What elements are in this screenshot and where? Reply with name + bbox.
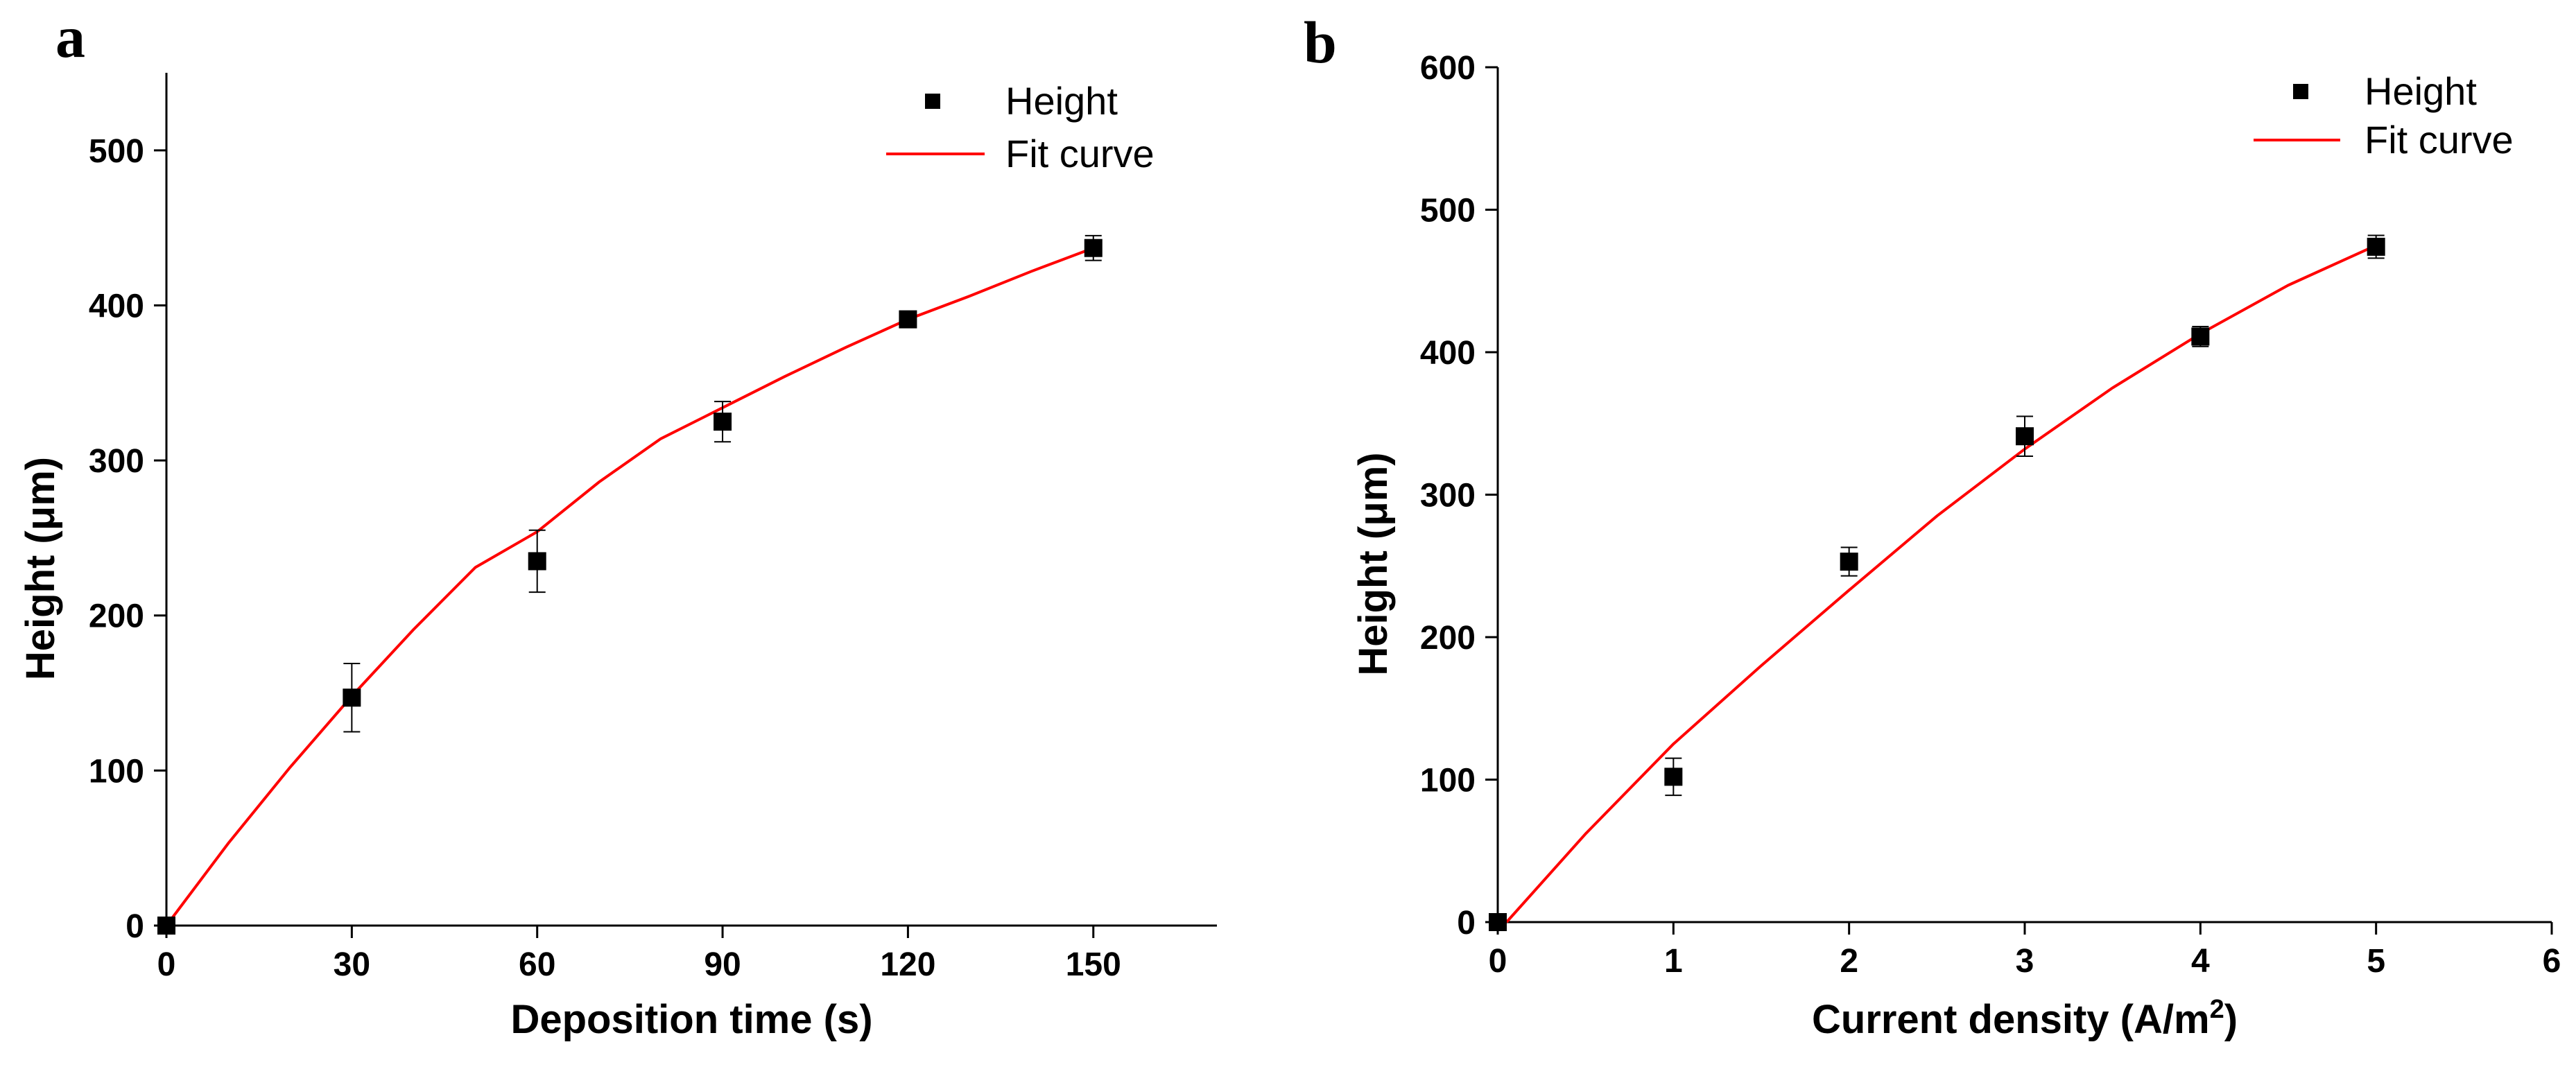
panel-b-data-point (2367, 237, 2385, 256)
panel-a-legend-marker (925, 94, 940, 109)
panel-a-y-tick-label: 400 (89, 288, 144, 324)
panel-a-y-axis-title: Height (μm) (18, 457, 63, 680)
panel-b-legend-label-height: Height (2365, 69, 2477, 113)
panel-a-y-tick-label: 0 (126, 908, 144, 945)
panel-b-legend-marker (2293, 84, 2308, 99)
panel-b-data-point (1840, 553, 1858, 571)
panel-a-data-point (343, 688, 361, 707)
panel-a-x-tick-label: 60 (519, 946, 555, 983)
panel-b-x-tick-label: 2 (1840, 943, 1858, 980)
panel-b-y-axis-title: Height (μm) (1351, 452, 1396, 675)
panel-b-x-tick-label: 6 (2543, 943, 2561, 980)
panel-b-x-axis-title: Current density (A/m2) (1812, 995, 2238, 1042)
panel-b-y-tick-label: 600 (1420, 50, 1476, 87)
panel-b-data-point (2191, 327, 2210, 346)
panel-a-x-tick-label: 30 (334, 946, 370, 983)
panel-b-x-axis-title-suffix: ) (2224, 997, 2238, 1042)
panel-a-data-point (1084, 238, 1103, 257)
panel-a-legend-label-height: Height (1005, 79, 1118, 123)
panel-b-y-tick-label: 500 (1420, 193, 1476, 229)
panel-a-data-point (528, 552, 546, 571)
panel-a-y-tick-label: 500 (89, 133, 144, 170)
panel-b-x-tick-label: 3 (2016, 943, 2034, 980)
panel-a-x-tick-label: 90 (704, 946, 741, 983)
panel-b-data-point (1664, 767, 1683, 786)
panel-b-fit-curve (1505, 244, 2377, 923)
panel-b-x-tick-label: 0 (1489, 943, 1507, 980)
panel-a-letter: a (55, 3, 85, 70)
panel-b-x-tick-label: 5 (2367, 943, 2385, 980)
panel-b-y-tick-label: 0 (1457, 905, 1476, 942)
panel-a-x-tick-label: 0 (157, 946, 176, 983)
panel-a-fit-curve (165, 246, 1094, 927)
panel-a-y-tick-label: 100 (89, 753, 144, 790)
panel-b-x-tick-label: 1 (1664, 943, 1683, 980)
panel-a-x-tick-label: 150 (1066, 946, 1121, 983)
panel-a-y-tick-label: 200 (89, 598, 144, 635)
panel-b-y-tick-label: 300 (1420, 478, 1476, 514)
panel-a-data-point (714, 413, 732, 431)
panel-b-data-point (2016, 427, 2034, 446)
panel-b: b 0 1 2 3 4 5 6 0 100 200 300 400 500 600 Current dens… (1304, 9, 2561, 1042)
panel-a-data-point (899, 310, 917, 329)
panel-b-x-axis-title-superscript: 2 (2210, 995, 2224, 1024)
panel-a-y-tick-label: 300 (89, 443, 144, 480)
panel-a-data-point (157, 917, 175, 935)
panel-b-y-tick-label: 100 (1420, 763, 1476, 799)
panel-b-x-tick-label: 4 (2191, 943, 2210, 980)
panel-b-legend-label-fit: Fit curve (2365, 118, 2514, 162)
panel-b-letter: b (1304, 9, 1337, 76)
panel-b-y-tick-label: 400 (1420, 335, 1476, 372)
panel-b-y-tick-label: 200 (1420, 620, 1476, 657)
panel-a-legend-label-fit: Fit curve (1005, 132, 1155, 175)
panel-a: a 0 30 60 90 120 150 0 100 200 300 400 500 Depositio… (18, 3, 1217, 1042)
panel-a-x-axis-title: Deposition time (s) (510, 997, 872, 1042)
panel-a-x-tick-label: 120 (880, 946, 935, 983)
panel-b-data-point (1489, 913, 1507, 931)
